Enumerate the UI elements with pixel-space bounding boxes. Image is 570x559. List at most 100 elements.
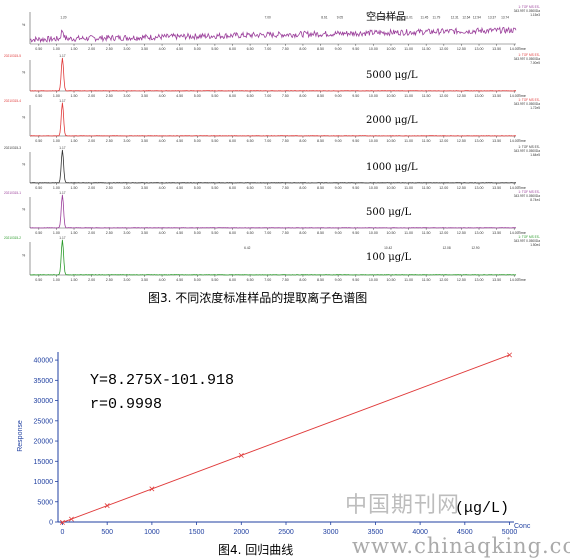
x-tick-label: 6.00 [229, 139, 236, 143]
x-unit-label: Time [518, 94, 526, 98]
x-tick-label: 11.50 [422, 278, 431, 282]
x-tick-label: 8.00 [299, 139, 306, 143]
x-tick-label: 10.00 [369, 278, 378, 282]
peak-rt-label: 7.00 [265, 16, 271, 20]
x-tick-label: 3.50 [141, 278, 148, 282]
trace-concentration-label: 2000 μg/L [366, 115, 418, 126]
peak-rt-label: 11.01 [405, 16, 413, 20]
x-tick-label: 3.50 [141, 186, 148, 190]
x-tick-label: 1.50 [71, 231, 78, 235]
calibration-point [59, 519, 65, 525]
x-tick-label: 5.00 [194, 139, 201, 143]
x-tick-label: 4.50 [176, 186, 183, 190]
x-tick-label: 3.00 [123, 94, 130, 98]
trace-header-text: 1: TOF MS ES- [518, 235, 540, 239]
x-tick-label: 4000 [412, 529, 428, 536]
x-tick-label: 6.00 [229, 186, 236, 190]
trace-header-text: 1.64e5 [530, 153, 540, 157]
x-tick-label: 8.50 [317, 47, 324, 51]
calibration-point [238, 452, 244, 458]
trace-header-text: 1: TOF MS ES- [518, 145, 540, 149]
x-tick-label: 12.00 [439, 186, 448, 190]
peak-rt-label: 10.72 [395, 16, 403, 20]
x-tick-label: 3.00 [123, 186, 130, 190]
x-tick-label: 9.00 [335, 186, 342, 190]
x-tick-label: 11.50 [422, 231, 431, 235]
x-tick-label: 2.00 [88, 94, 95, 98]
chromatogram-panel: % 0.50 1.00 1.50 2.00 2.50 3.00 3.50 4.00 4.50 5.0… [4, 190, 540, 235]
x-tick-label: 7.50 [282, 278, 289, 282]
x-tick-label: 3.00 [123, 231, 130, 235]
x-tick-label: 6.00 [229, 94, 236, 98]
x-tick-label: 13.50 [492, 278, 501, 282]
x-tick-label: 8.00 [299, 278, 306, 282]
peak-rt-label: 1.20 [60, 16, 66, 20]
x-tick-label: 1000 [144, 529, 160, 536]
x-tick-label: 1500 [189, 529, 205, 536]
trace-concentration-label: 100 μg/L [366, 252, 412, 263]
watermark-text: 中国期刊网 [345, 493, 461, 518]
x-tick-label: 5.00 [194, 47, 201, 51]
x-tick-label: 10.50 [386, 94, 395, 98]
x-tick-label: 9.00 [335, 278, 342, 282]
calibration-point [104, 503, 110, 509]
x-tick-label: 5.00 [194, 94, 201, 98]
trace-header-text: 1.72e5 [530, 106, 540, 110]
calibration-point [507, 352, 513, 358]
x-tick-label: 12.50 [457, 47, 466, 51]
chromatogram-panel: % 0.50 1.00 1.50 2.00 2.50 3.00 3.50 4.00 4.50 5.0… [4, 145, 540, 190]
x-tick-label: 3000 [323, 529, 339, 536]
x-tick-label: 0.50 [35, 47, 42, 51]
x-tick-label: 10.00 [369, 94, 378, 98]
point-mark [104, 503, 110, 509]
x-tick-label: 12.00 [439, 139, 448, 143]
peak-rt-label: 10.15 [375, 16, 383, 20]
x-tick-label: 13.00 [475, 47, 484, 51]
sample-id-label: 20210315-3 [4, 146, 21, 150]
x-tick-label: 11.00 [404, 47, 413, 51]
x-tick-label: 5.50 [211, 278, 218, 282]
x-tick-label: 13.00 [475, 94, 484, 98]
trace-header-text: 1.15e3 [530, 13, 540, 17]
x-tick-label: 3.50 [141, 94, 148, 98]
regression-line [60, 354, 510, 524]
x-tick-label: 10.50 [386, 186, 395, 190]
y-tick-label: 15000 [34, 459, 54, 466]
peak-rt-label: 1.17 [59, 54, 65, 58]
x-unit-label: Time [518, 231, 526, 235]
x-tick-label: 9.00 [335, 231, 342, 235]
x-tick-label: 2.50 [106, 186, 113, 190]
x-tick-label: 5.50 [211, 231, 218, 235]
peak-rt-label: 11.45 [421, 16, 429, 20]
chromatogram-trace [29, 102, 516, 137]
x-tick-label: 3.00 [123, 139, 130, 143]
chromatogram-trace [29, 194, 517, 229]
x-tick-label: 14.00 [510, 47, 519, 51]
x-tick-label: 2.00 [88, 47, 95, 51]
chromatogram-panel: % 0.50 1.00 1.50 2.00 2.50 3.00 3.50 4.00 4.50 5.0… [4, 235, 540, 282]
x-tick-label: 1.00 [53, 278, 60, 282]
peak-rt-label: 8.61 [321, 16, 327, 20]
x-tick-label: 5000 [502, 529, 518, 536]
x-tick-label: 2500 [278, 529, 294, 536]
chromatogram-panel: % 0.50 1.00 1.50 2.00 2.50 3.00 3.50 4.00 4.50 5.0… [4, 98, 540, 143]
x-tick-label: 14.00 [510, 139, 519, 143]
x-tick-label: 8.50 [317, 94, 324, 98]
x-unit-label: Time [518, 139, 526, 143]
trace-header-text: 343.997 0.0500Da [514, 239, 540, 243]
x-tick-label: 0.50 [35, 278, 42, 282]
x-tick-label: 6.50 [247, 186, 254, 190]
x-tick-label: 8.50 [317, 139, 324, 143]
calibration-point [149, 486, 155, 492]
x-tick-label: 10.50 [386, 139, 395, 143]
x-tick-label: 6.50 [247, 278, 254, 282]
x-tick-label: 13.00 [475, 139, 484, 143]
x-tick-label: 14.00 [510, 94, 519, 98]
x-tick-label: 7.50 [282, 231, 289, 235]
peak-rt-label: 12.94 [473, 16, 481, 20]
trace-header-text: 1.50e4 [530, 243, 540, 247]
point-mark [149, 486, 155, 492]
x-tick-label: 0.50 [35, 186, 42, 190]
x-tick-label: 12.50 [457, 139, 466, 143]
trace-header-text: 1: TOF MS ES- [518, 98, 540, 102]
